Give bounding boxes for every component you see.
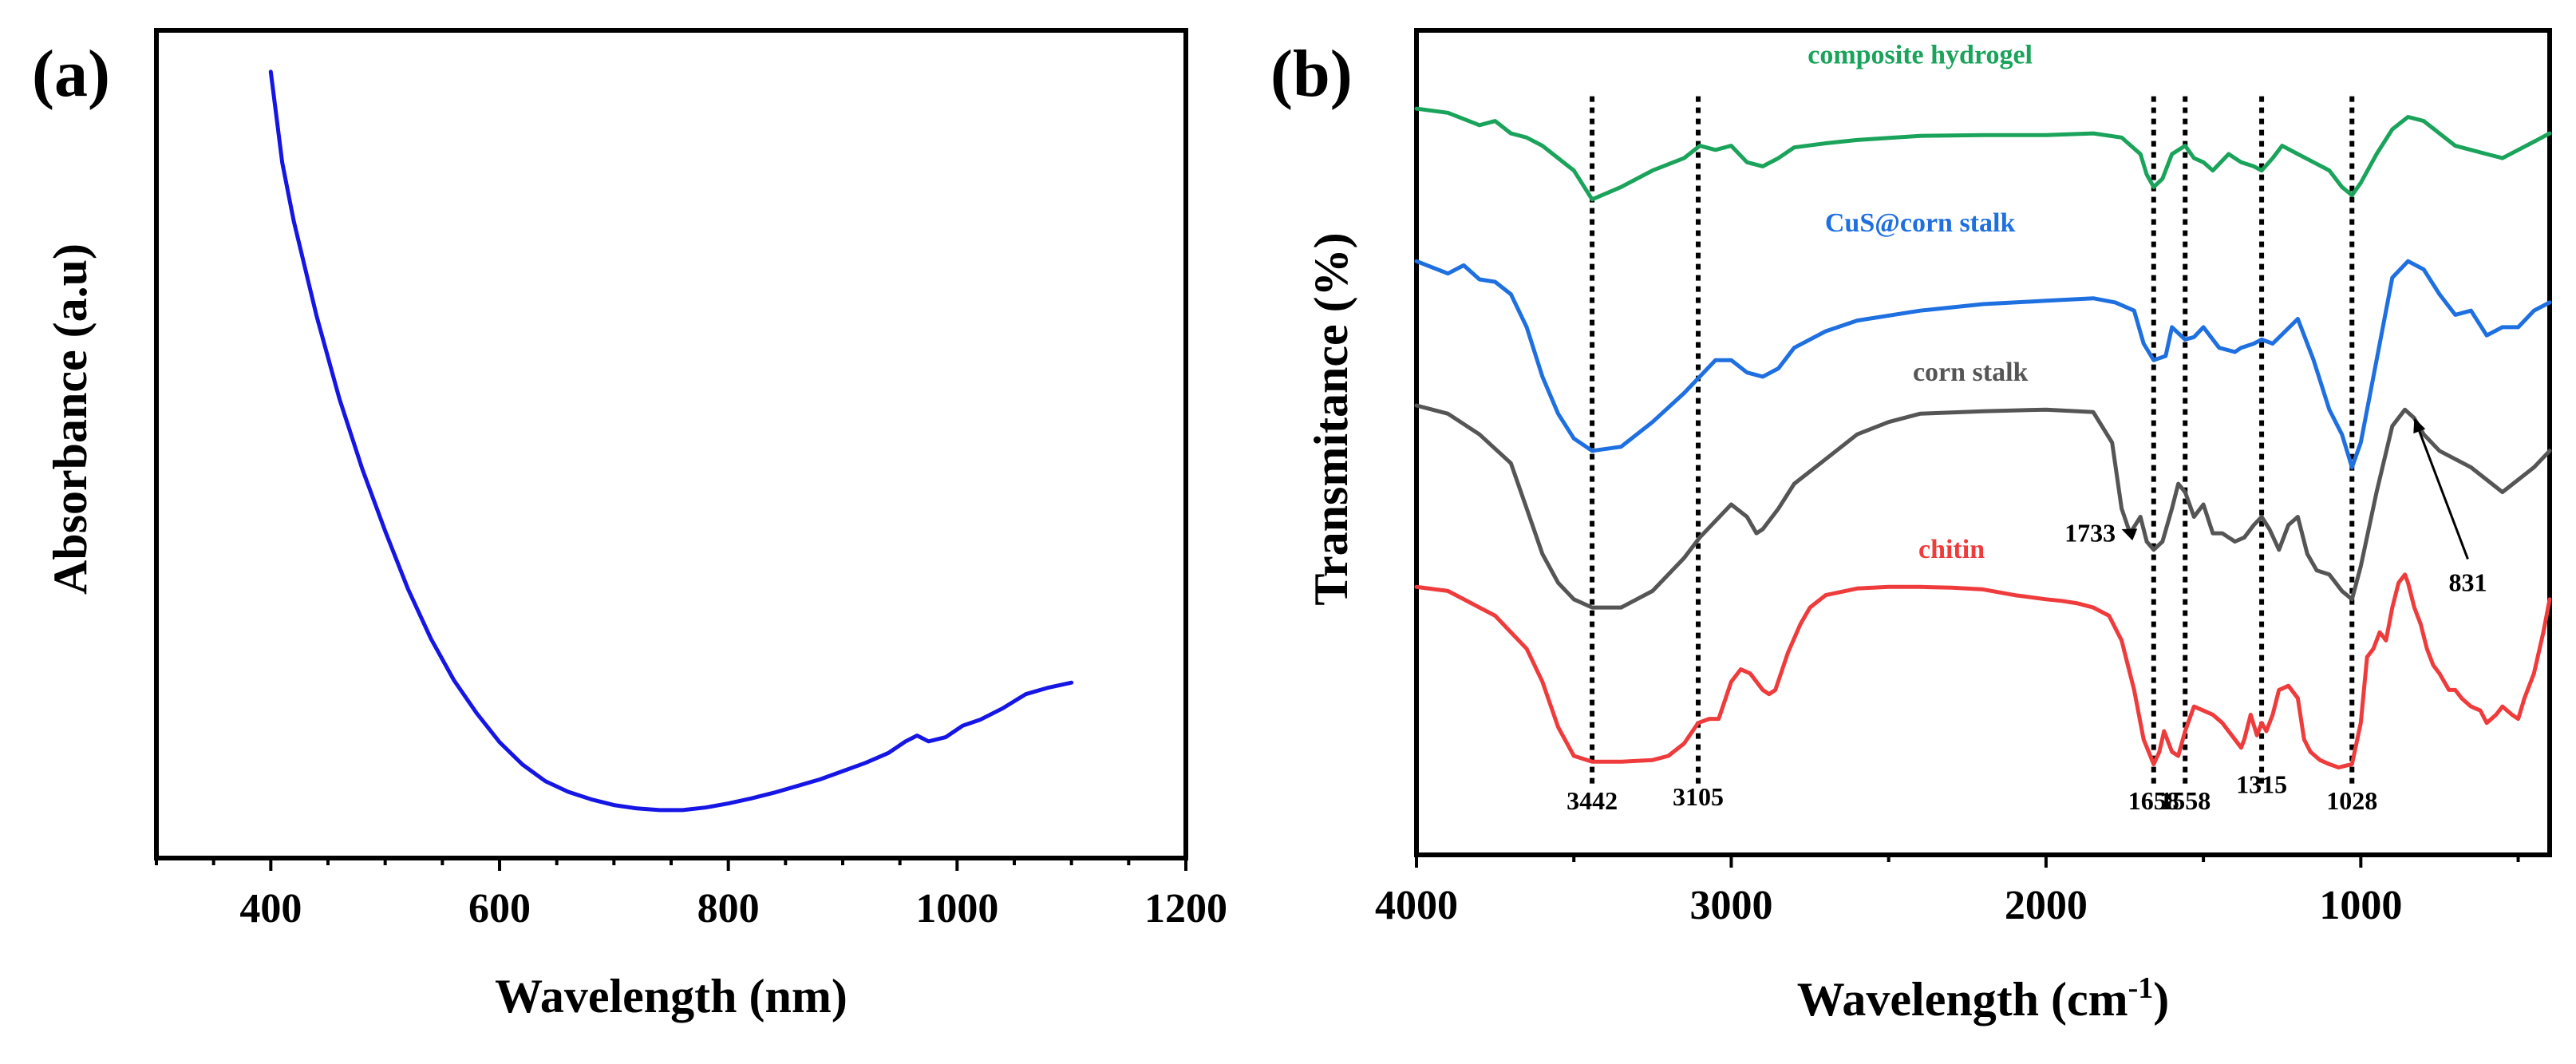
panel-a-ticks — [155, 858, 1187, 871]
annotation-arrowhead-831 — [2413, 417, 2426, 434]
x-tick-label-1200: 1200 — [1144, 886, 1227, 931]
panel-b-ticks — [1415, 855, 2520, 868]
series-label-chitin: chitin — [1918, 535, 1985, 564]
peak-label-1658: 1658 — [2128, 786, 2179, 815]
cus-corn-stalk-series-line — [1414, 259, 2552, 469]
series-label-cus-corn-stalk: CuS@corn stalk — [1825, 208, 2016, 238]
panel-b-y-axis-title: Transmitance (%) — [1305, 232, 1357, 605]
peak-label-1028: 1028 — [2326, 786, 2377, 815]
x-tick-label-1000: 1000 — [915, 886, 998, 931]
panel-a-tick-labels: 400 600 800 1000 1200 — [239, 886, 1227, 931]
panel-a-y-axis-title: Absorbance (a.u) — [44, 243, 97, 595]
x-axis-title-main: Wavelength (cm — [1797, 973, 2128, 1026]
annotation-arrow-831 — [2418, 430, 2469, 560]
panel-a-x-axis-title: Wavelength (nm) — [495, 970, 847, 1022]
peak-label-1558: 1558 — [2159, 786, 2211, 815]
panel-b-series-labels: composite hydrogel CuS@corn stalk corn s… — [1808, 40, 2033, 564]
panel-b-reference-lines — [1590, 96, 2355, 785]
x-tick-label-1000: 1000 — [2319, 883, 2402, 928]
annotation-label-831: 831 — [2448, 568, 2487, 596]
x-tick-label-3000: 3000 — [1689, 883, 1772, 928]
x-tick-label-800: 800 — [697, 886, 760, 931]
panel-b-annotations: 1733 831 — [2064, 417, 2487, 596]
panel-b-label: (b) — [1270, 37, 1353, 111]
x-tick-label-400: 400 — [239, 886, 302, 931]
peak-label-3105: 3105 — [1673, 782, 1724, 811]
corn-stalk-series-line — [1414, 403, 2552, 610]
x-tick-label-4000: 4000 — [1375, 883, 1458, 928]
annotation-label-1733: 1733 — [2064, 518, 2116, 547]
panel-b-peak-labels: 3442 3105 1658 1558 1315 1028 — [1567, 770, 2377, 816]
x-axis-title-superscript: -1 — [2128, 971, 2154, 1005]
composite-hydrogel-series-line — [1414, 106, 2552, 202]
peak-label-3442: 3442 — [1567, 786, 1618, 815]
series-label-composite-hydrogel: composite hydrogel — [1808, 40, 2033, 69]
x-axis-title-close: ) — [2153, 973, 2169, 1026]
absorbance-series-line — [268, 69, 1074, 813]
chitin-series-line — [1414, 572, 2552, 769]
panel-b-x-axis-title: Wavelength (cm-1) — [1797, 971, 2170, 1026]
panel-b-axes-frame — [1414, 28, 2552, 857]
panel-b-tick-labels: 4000 3000 2000 1000 — [1375, 883, 2402, 928]
peak-label-1315: 1315 — [2236, 770, 2287, 799]
x-tick-label-2000: 2000 — [2005, 883, 2088, 928]
annotation-arrowhead-1733 — [2121, 528, 2138, 541]
series-label-corn-stalk: corn stalk — [1913, 358, 2029, 387]
panel-b: (b) 4000 3000 2000 1000 composite hydrog… — [1270, 28, 2552, 1026]
panel-a-label: (a) — [32, 37, 110, 111]
panel-a: (a) 400 600 800 1000 1200 Wavelength (nm… — [32, 28, 1227, 1022]
x-tick-label-600: 600 — [468, 886, 531, 931]
